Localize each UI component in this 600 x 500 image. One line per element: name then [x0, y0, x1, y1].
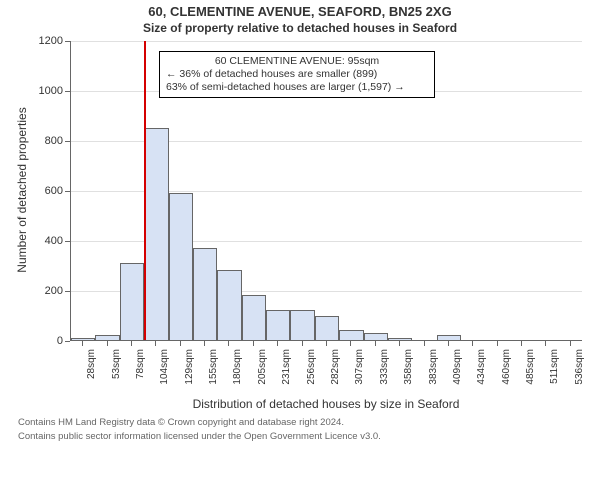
grid-line	[71, 41, 582, 42]
x-tick-label: 129sqm	[184, 349, 195, 399]
x-tick-mark	[399, 341, 400, 346]
x-tick-label: 205sqm	[257, 349, 268, 399]
histogram-bar	[144, 128, 168, 341]
x-tick-label: 282sqm	[330, 349, 341, 399]
histogram-bar	[120, 263, 144, 341]
x-tick-mark	[155, 341, 156, 346]
x-tick-mark	[448, 341, 449, 346]
y-tick-label: 1200	[28, 35, 63, 47]
x-tick-mark	[180, 341, 181, 346]
histogram-bar	[364, 333, 388, 341]
attribution-line: Contains HM Land Registry data © Crown c…	[18, 417, 600, 429]
info-box-line: 63% of semi-detached houses are larger (…	[166, 81, 428, 94]
x-tick-label: 358sqm	[403, 349, 414, 399]
y-tick-label: 400	[28, 235, 63, 247]
property-info-box: 60 CLEMENTINE AVENUE: 95sqm← 36% of deta…	[159, 51, 435, 98]
y-tick-mark	[65, 191, 70, 192]
histogram-bar	[169, 193, 193, 341]
x-tick-mark	[570, 341, 571, 346]
histogram-bar	[388, 338, 412, 341]
x-axis-label: Distribution of detached houses by size …	[70, 397, 582, 411]
y-tick-mark	[65, 91, 70, 92]
x-tick-mark	[326, 341, 327, 346]
y-tick-label: 0	[28, 335, 63, 347]
histogram-bar	[339, 330, 363, 340]
y-tick-mark	[65, 291, 70, 292]
x-tick-label: 180sqm	[232, 349, 243, 399]
x-tick-mark	[545, 341, 546, 346]
x-tick-label: 383sqm	[428, 349, 439, 399]
histogram-bar	[217, 270, 241, 340]
x-tick-mark	[277, 341, 278, 346]
histogram-bar	[95, 335, 119, 340]
histogram-bar	[315, 316, 339, 340]
x-tick-mark	[350, 341, 351, 346]
x-tick-mark	[302, 341, 303, 346]
histogram-bar	[71, 338, 95, 341]
x-tick-label: 307sqm	[354, 349, 365, 399]
y-tick-mark	[65, 141, 70, 142]
x-tick-label: 409sqm	[452, 349, 463, 399]
x-tick-label: 53sqm	[111, 349, 122, 399]
x-tick-mark	[107, 341, 108, 346]
property-marker-line	[144, 41, 146, 340]
y-tick-label: 800	[28, 135, 63, 147]
x-tick-label: 333sqm	[379, 349, 390, 399]
x-tick-mark	[204, 341, 205, 346]
x-tick-label: 460sqm	[501, 349, 512, 399]
histogram-bar	[242, 295, 266, 340]
address-title: 60, CLEMENTINE AVENUE, SEAFORD, BN25 2XG	[0, 4, 600, 19]
x-tick-mark	[228, 341, 229, 346]
x-tick-mark	[375, 341, 376, 346]
y-axis-label: Number of detached properties	[15, 40, 29, 340]
plot-area: 60 CLEMENTINE AVENUE: 95sqm← 36% of deta…	[70, 41, 582, 341]
x-tick-label: 155sqm	[208, 349, 219, 399]
attribution-footer: Contains HM Land Registry data © Crown c…	[0, 417, 600, 443]
x-tick-mark	[472, 341, 473, 346]
histogram-bar	[193, 248, 217, 341]
x-tick-label: 231sqm	[281, 349, 292, 399]
info-box-line: 60 CLEMENTINE AVENUE: 95sqm	[166, 55, 428, 68]
x-tick-label: 536sqm	[574, 349, 585, 399]
y-tick-label: 200	[28, 285, 63, 297]
x-tick-mark	[131, 341, 132, 346]
histogram-bar	[266, 310, 290, 340]
y-tick-mark	[65, 341, 70, 342]
x-tick-mark	[424, 341, 425, 346]
x-tick-mark	[82, 341, 83, 346]
x-tick-label: 511sqm	[549, 349, 560, 399]
x-tick-mark	[521, 341, 522, 346]
histogram-bar	[437, 335, 461, 340]
x-tick-label: 78sqm	[135, 349, 146, 399]
y-tick-mark	[65, 241, 70, 242]
chart-subtitle: Size of property relative to detached ho…	[0, 21, 600, 35]
y-tick-label: 1000	[28, 85, 63, 97]
x-tick-label: 485sqm	[525, 349, 536, 399]
histogram-chart: 60 CLEMENTINE AVENUE: 95sqm← 36% of deta…	[0, 35, 600, 415]
x-tick-label: 28sqm	[86, 349, 97, 399]
histogram-bar	[290, 310, 314, 340]
y-tick-label: 600	[28, 185, 63, 197]
x-tick-label: 256sqm	[306, 349, 317, 399]
info-box-line: ← 36% of detached houses are smaller (89…	[166, 68, 428, 81]
attribution-line: Contains public sector information licen…	[18, 431, 600, 443]
x-tick-mark	[253, 341, 254, 346]
y-tick-mark	[65, 41, 70, 42]
x-tick-label: 104sqm	[159, 349, 170, 399]
x-tick-label: 434sqm	[476, 349, 487, 399]
x-tick-mark	[497, 341, 498, 346]
